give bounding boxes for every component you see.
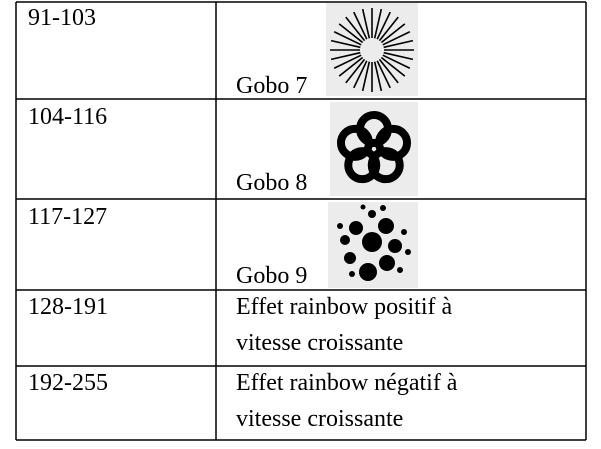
ray <box>345 16 366 42</box>
ray <box>380 56 406 77</box>
ray <box>353 60 368 89</box>
table-grid <box>15 1 587 441</box>
gobo-8-icon <box>330 102 418 196</box>
cell-text: Effet rainbow négatif à <box>236 370 458 396</box>
ray <box>345 58 366 84</box>
loop <box>367 147 404 184</box>
gobo-9-icon <box>328 202 418 288</box>
cell-text: 128-191 <box>28 294 108 320</box>
ray <box>373 8 383 39</box>
cell-text: vitesse croissante <box>236 406 403 432</box>
ray <box>373 61 383 92</box>
ray <box>382 31 411 46</box>
ray <box>333 31 362 46</box>
ray <box>378 16 399 42</box>
ray <box>383 39 414 49</box>
cell-text: Gobo 7 <box>236 73 307 99</box>
cell-text: Gobo 9 <box>236 263 307 289</box>
ray <box>378 58 399 84</box>
cell-text: vitesse croissante <box>236 330 403 356</box>
ray <box>330 39 361 49</box>
ray <box>338 23 364 44</box>
ray <box>353 11 368 40</box>
ray <box>376 60 391 89</box>
cell-text: 192-255 <box>28 370 108 396</box>
ray <box>380 23 406 44</box>
ray <box>383 51 414 61</box>
ray <box>382 54 411 69</box>
cell-text: 91-103 <box>28 5 96 31</box>
loop <box>336 124 373 161</box>
ray <box>338 56 364 77</box>
cell-text: Gobo 8 <box>236 170 307 196</box>
ray <box>330 51 361 61</box>
ray <box>376 11 391 40</box>
gobo-7-icon <box>326 3 418 96</box>
cell-text: 117-127 <box>28 204 107 230</box>
ray <box>361 8 371 39</box>
cell-text: Effet rainbow positif à <box>236 294 453 320</box>
ray <box>333 54 362 69</box>
ray <box>361 61 371 92</box>
cell-text: 104-116 <box>28 104 107 130</box>
